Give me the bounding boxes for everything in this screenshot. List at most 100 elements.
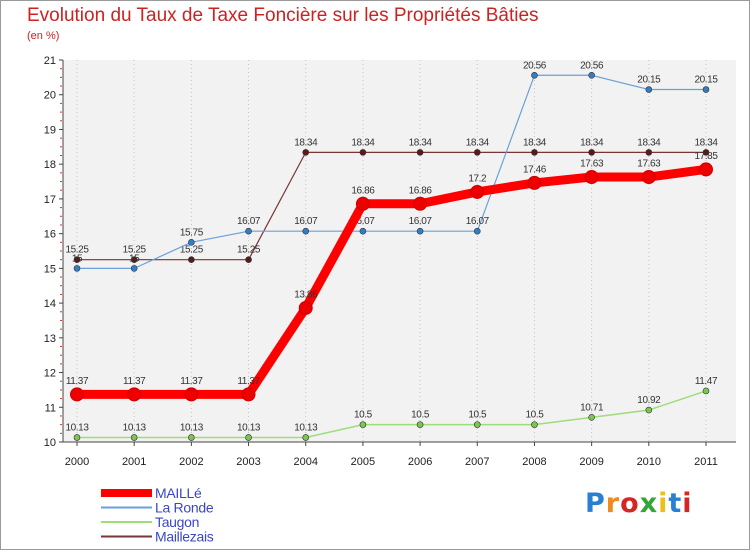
data-point: [588, 414, 595, 421]
y-axis-unit: (en %): [27, 30, 60, 42]
data-label: 11.37: [237, 376, 260, 387]
x-tick-label: 2002: [179, 456, 203, 468]
data-label: 17.63: [637, 159, 661, 170]
data-label: 10.13: [65, 422, 89, 433]
data-label: 20.15: [637, 75, 661, 86]
data-label: 16.86: [351, 185, 375, 196]
data-point: [588, 149, 595, 156]
data-label: 15: [72, 253, 83, 264]
series-line: [77, 74, 706, 269]
data-point: [302, 149, 310, 156]
y-tick-label: 21: [44, 55, 56, 67]
data-label: 10.92: [637, 395, 661, 406]
y-tick-label: 19: [44, 124, 56, 136]
legend-label: Taugon: [155, 514, 199, 530]
data-point: [245, 434, 252, 441]
data-label: 15.75: [180, 227, 204, 238]
data-label: 18.34: [294, 137, 318, 148]
data-point: [188, 256, 195, 263]
data-point: [473, 149, 481, 156]
data-label: 18.34: [694, 137, 718, 148]
logo-letter: o: [620, 488, 640, 519]
data-label: 15.25: [237, 245, 261, 256]
series-maille: 11.37 11.37 11.37 11.37 13.86 16.86 16.86 17.2 1…: [66, 151, 719, 402]
data-label: 18.34: [637, 137, 661, 148]
data-label: 17.2: [468, 173, 487, 184]
legend-label: Maillezais: [155, 529, 214, 545]
x-tick-label: 2009: [579, 456, 603, 468]
data-point: [130, 256, 138, 263]
data-label: 10.13: [294, 422, 318, 433]
data-point: [702, 387, 710, 395]
data-label: 17.63: [580, 159, 604, 170]
data-point: [645, 149, 653, 156]
data-point: [702, 149, 710, 156]
x-tick-label: 2000: [65, 456, 89, 468]
data-point: [130, 434, 138, 441]
data-point: [416, 227, 424, 235]
data-point: [245, 227, 252, 235]
x-tick-label: 2007: [465, 456, 489, 468]
data-label: 17.46: [523, 164, 547, 175]
data-label: 16.07: [294, 216, 318, 227]
data-point: [531, 421, 538, 428]
data-point: [184, 387, 199, 402]
data-label: 15.25: [65, 245, 89, 256]
data-point: [298, 300, 313, 315]
series-taugon: 10.13 10.13 10.13 10.13 10.13 10.5 10.5 10.5 10.…: [65, 376, 718, 441]
data-point: [73, 256, 81, 263]
series-maillezais: 15.25 15.25 15.25 15.25 18.34 18.34 18.34 18.34…: [65, 137, 719, 263]
x-tick-label: 2005: [351, 456, 375, 468]
data-point: [302, 434, 310, 441]
data-point: [645, 406, 653, 414]
data-point: [127, 387, 142, 402]
data-label: 16.07: [351, 216, 375, 227]
data-point: [416, 149, 424, 156]
y-tick-label: 17: [44, 194, 56, 206]
plot-area: [63, 60, 736, 442]
x-tick-label: 2001: [122, 456, 146, 468]
data-label: 13.86: [294, 289, 318, 300]
data-point: [473, 227, 481, 235]
data-label: 10.13: [180, 422, 204, 433]
data-point: [641, 170, 656, 185]
data-point: [470, 184, 485, 199]
x-tick-label: 2004: [293, 456, 317, 468]
data-point: [355, 196, 370, 211]
data-point: [413, 196, 428, 211]
data-label: 10.5: [354, 410, 373, 421]
data-label: 20.56: [580, 60, 604, 71]
series-line: [77, 164, 707, 399]
y-tick-label: 10: [44, 437, 56, 449]
data-label: 15.25: [123, 245, 147, 256]
data-label: 11.37: [180, 376, 203, 387]
data-point: [359, 227, 367, 235]
series-line: [77, 151, 706, 261]
data-point: [359, 149, 367, 156]
data-point: [584, 170, 599, 185]
data-label: 15.25: [180, 245, 204, 256]
data-point: [645, 86, 653, 93]
y-tick-label: 11: [45, 402, 56, 414]
logo-letter: x: [639, 488, 659, 519]
x-tick-label: 2003: [236, 456, 260, 468]
x-tick-label: 2011: [694, 456, 718, 468]
y-tick-label: 14: [44, 298, 56, 310]
data-point: [188, 434, 195, 441]
data-label: 20.56: [523, 60, 547, 71]
data-point: [699, 162, 713, 177]
data-label: 16.07: [466, 216, 490, 227]
data-label: 11.37: [66, 376, 89, 387]
data-point: [73, 265, 81, 272]
data-label: 16.86: [409, 185, 433, 196]
data-point: [302, 227, 310, 235]
data-label: 18.34: [523, 137, 547, 148]
x-tick-label: 2008: [522, 456, 546, 468]
chart-title: Evolution du Taux de Taxe Foncière sur l…: [27, 5, 539, 26]
data-point: [359, 421, 367, 428]
data-point: [531, 149, 538, 156]
data-label: 20.15: [694, 75, 718, 86]
